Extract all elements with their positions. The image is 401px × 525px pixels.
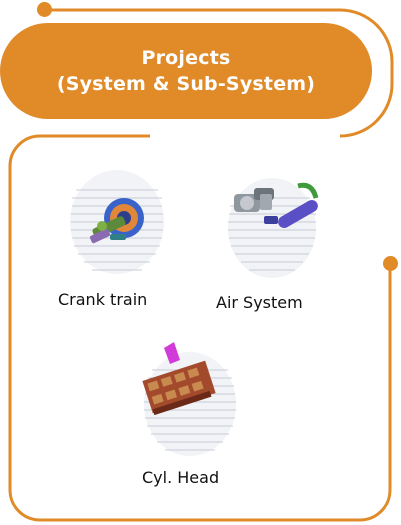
cylinder-head-image (142, 342, 236, 456)
project-label-crank-train: Crank train (58, 290, 148, 309)
project-label-cyl-head: Cyl. Head (142, 468, 220, 487)
header-title: Projects (141, 47, 231, 69)
air-system-image (228, 178, 319, 278)
content-frame-line (8, 134, 392, 522)
header-subtitle: (System & Sub-System) (56, 73, 316, 95)
crank-train-image (70, 170, 164, 274)
top-dot (37, 2, 52, 17)
side-dot (383, 256, 398, 271)
top-connector-line (44, 8, 394, 138)
projects-header: Projects (System & Sub-System) (0, 23, 372, 119)
project-label-air-system: Air System (216, 293, 303, 312)
